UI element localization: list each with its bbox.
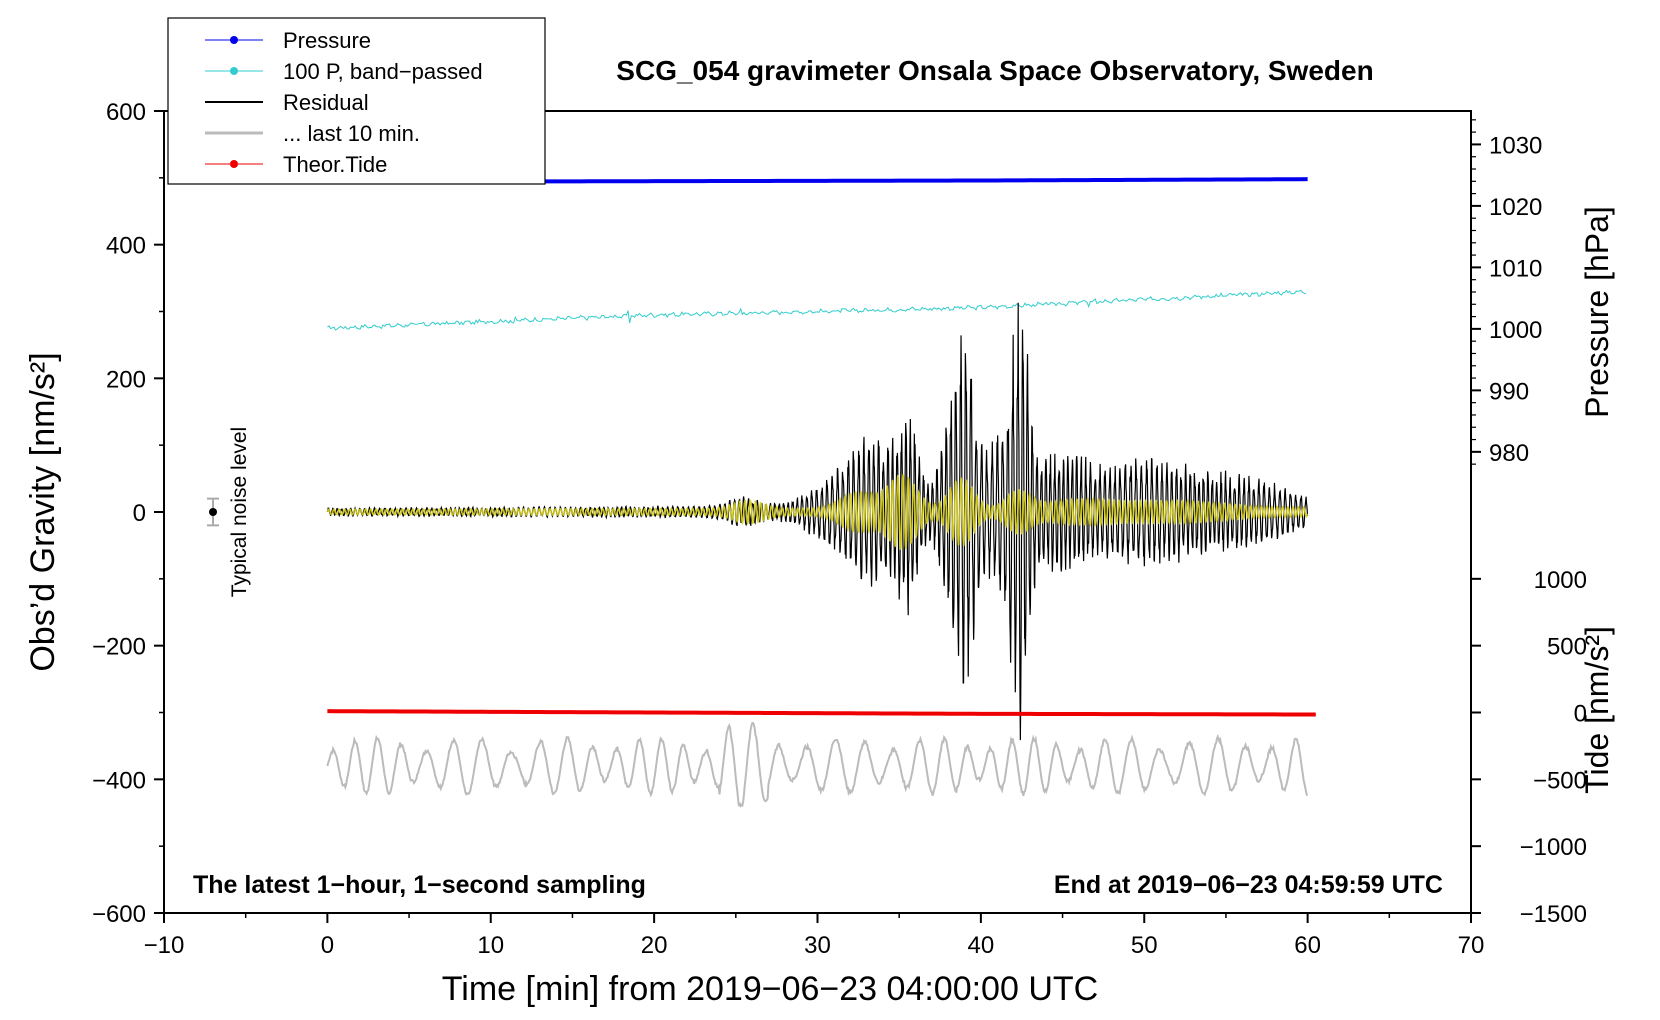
ticks-layer: −10 0 10 20 30 40 50 60 706004002000−200−400−600… [92,99,1587,959]
tide-axis-label: Tide [nm/s²] [1579,626,1615,794]
tide-tick-label: −1500 [1520,901,1587,928]
legend-label: Residual [283,90,369,115]
x-tick-label: 10 [477,932,504,959]
x-axis-label: Time [min] from 2019−06−23 04:00:00 UTC [442,970,1098,1008]
pressure-tick-label: 1010 [1489,255,1542,282]
pressure-tick-label: 1000 [1489,317,1542,344]
legend-label: 100 P, band−passed [283,59,483,84]
y-tick-label-left: 200 [106,366,146,393]
series-filtered-residual [326,474,1309,550]
y-axis-label-left: Obs’d Gravity [nm/s²] [24,352,62,671]
x-tick-label: 60 [1294,932,1321,959]
sampling-note: The latest 1−hour, 1−second sampling [193,871,646,899]
y-tick-label-left: −400 [92,767,146,794]
y-tick-label-left: 400 [106,233,146,260]
series-band-passed-pressure [327,289,1307,331]
noise-level-indicator [207,497,220,527]
y-tick-label-left: 600 [106,99,146,126]
pressure-tick-label: 1020 [1489,194,1542,221]
tide-tick-label: −500 [1533,767,1587,794]
pressure-axis-label: Pressure [hPa] [1579,206,1615,418]
noise-dot [209,508,218,516]
x-tick-label: 30 [804,932,831,959]
legend-marker [230,67,238,75]
tide-tick-label: −1000 [1520,834,1587,861]
pressure-tick-label: 1030 [1489,132,1542,159]
pressure-tick-label: 980 [1489,440,1529,467]
series-last-10-min [326,721,1309,808]
legend: Pressure 100 P, band−passed Residual ... la… [167,17,546,185]
chart-title: SCG_054 gravimeter Onsala Space Observat… [616,55,1373,86]
x-tick-label: 70 [1458,932,1485,959]
y-tick-label-left: 0 [133,500,146,527]
x-tick-label: 40 [968,932,995,959]
legend-box [167,17,546,185]
series-layer [326,177,1316,808]
y-tick-label-left: −200 [92,634,146,661]
tide-tick-label: 0 [1574,701,1587,728]
legend-label: Theor.Tide [283,152,387,177]
tide-tick-label: 1000 [1534,567,1587,594]
end-time-note: End at 2019−06−23 04:59:59 UTC [1054,871,1443,899]
y-tick-label-left: −600 [92,901,146,928]
series-theoretical-tide [327,709,1316,717]
legend-label: ... last 10 min. [283,121,420,146]
legend-label: Pressure [283,28,371,53]
noise-level-label: Typical noise level [228,427,251,597]
legend-marker [230,36,238,44]
x-tick-label: 50 [1131,932,1158,959]
x-tick-label: −10 [144,932,185,959]
x-tick-label: 0 [321,932,334,959]
series-residual [326,302,1309,741]
tide-tick-label: 500 [1547,634,1587,661]
pressure-tick-label: 990 [1489,378,1529,405]
legend-marker [230,160,238,168]
x-tick-label: 20 [641,932,668,959]
